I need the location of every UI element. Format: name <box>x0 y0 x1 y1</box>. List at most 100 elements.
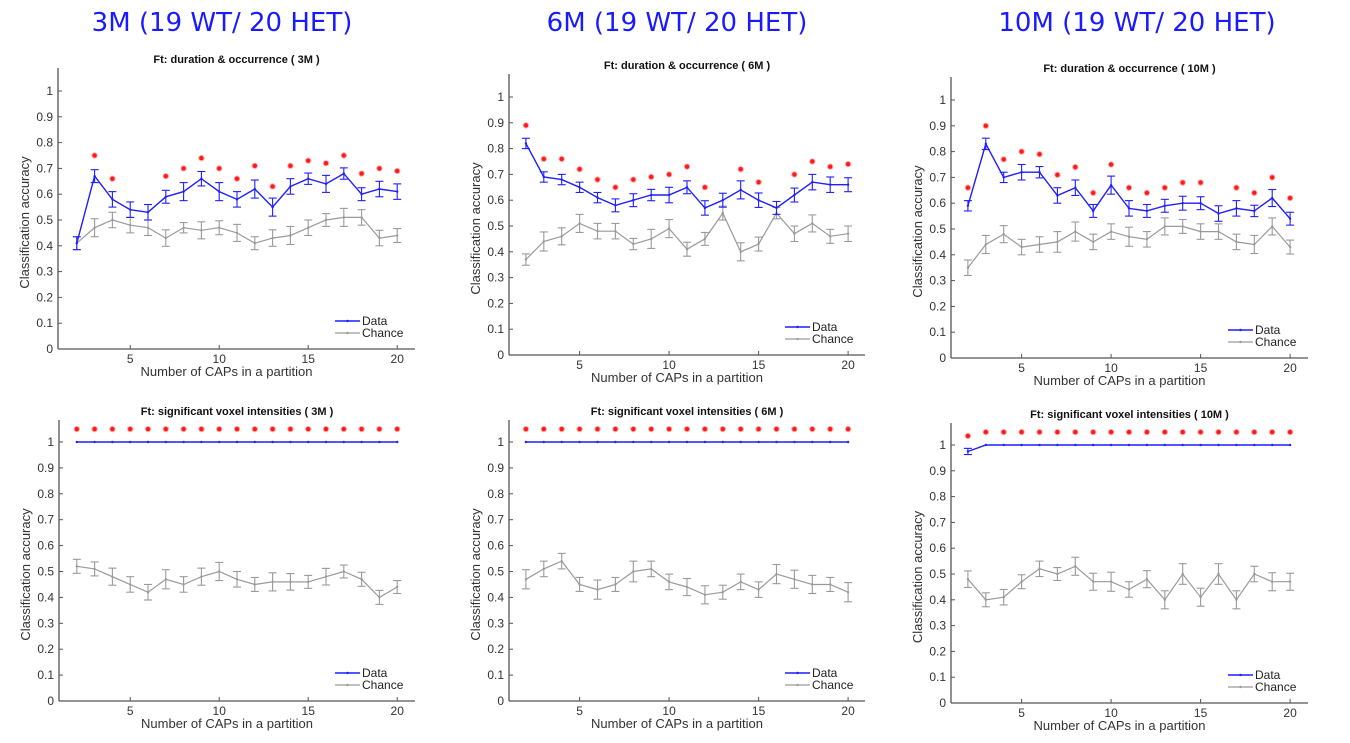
data-point <box>182 226 185 229</box>
significance-star <box>1252 429 1257 435</box>
legend-label-data: Data <box>1255 668 1281 682</box>
legend-label-chance: Chance <box>812 678 854 692</box>
data-point <box>129 440 132 444</box>
y-tick-label: 0.1 <box>929 670 946 684</box>
y-tick-label: 0.3 <box>36 265 53 279</box>
legend-marker-data <box>1239 328 1242 332</box>
data-point <box>235 578 239 581</box>
significance-star <box>234 176 240 181</box>
y-axis-label: Classification accuracy <box>468 508 483 641</box>
data-point <box>342 172 345 175</box>
data-point <box>966 450 970 453</box>
significance-star <box>1019 149 1024 154</box>
data-point <box>1163 443 1167 447</box>
significance-star <box>631 177 636 182</box>
y-tick-label: 0.4 <box>929 248 946 262</box>
series-chance <box>521 205 853 266</box>
data-point <box>667 440 671 444</box>
significance-star <box>323 426 329 432</box>
data-point <box>685 440 689 444</box>
significance-star <box>1162 185 1168 190</box>
x-axis-label: Number of CAPs in a partition <box>591 716 763 731</box>
significance-star <box>1270 175 1275 180</box>
significance-star <box>965 185 971 190</box>
legend-label-data: Data <box>812 320 838 334</box>
chart-title: Ft: duration & occurrence ( 6M ) <box>604 60 771 72</box>
significance-star <box>377 166 382 171</box>
x-tick-label: 10 <box>662 704 676 718</box>
significance-star <box>792 426 797 432</box>
y-tick-label: 0.6 <box>929 196 946 210</box>
data-point <box>793 578 796 581</box>
x-tick-label: 10 <box>662 358 676 372</box>
data-point <box>182 190 185 193</box>
y-tick-label: 0.3 <box>37 616 54 630</box>
significance-star <box>756 179 761 185</box>
data-point <box>1020 245 1023 249</box>
y-tick-label: 0.1 <box>36 316 53 330</box>
data-point <box>1288 580 1292 583</box>
data-point <box>757 588 760 591</box>
data-point <box>1253 243 1256 246</box>
y-axis-label: Classification accuracy <box>17 156 32 289</box>
significance-markers <box>522 425 852 433</box>
data-point <box>1235 207 1238 210</box>
data-point <box>524 142 528 145</box>
data-point <box>378 440 381 444</box>
data-point <box>596 196 599 199</box>
data-point <box>1127 207 1131 210</box>
y-tick-label: 0.5 <box>929 222 946 236</box>
significance-star <box>1126 185 1132 190</box>
data-point <box>218 190 221 193</box>
data-point <box>200 440 203 444</box>
data-point <box>1199 230 1202 233</box>
data-point <box>1271 225 1274 228</box>
data-point <box>271 205 274 209</box>
y-tick-label: 0.9 <box>487 116 504 130</box>
data-point <box>1038 243 1041 246</box>
significance-star <box>541 426 546 432</box>
significance-star <box>1287 429 1293 435</box>
data-point <box>775 440 778 444</box>
x-axis-label: Number of CAPs in a partition <box>141 716 313 731</box>
y-tick-label: 0.3 <box>929 619 946 633</box>
y-tick-label: 0.2 <box>37 642 54 656</box>
data-point <box>829 440 832 444</box>
data-point <box>111 198 114 201</box>
data-point <box>1074 565 1077 568</box>
data-point <box>1199 443 1202 447</box>
series-chance <box>72 558 402 605</box>
data-point <box>846 232 850 235</box>
data-point <box>1235 240 1238 244</box>
header-6m: 6M (19 WT/ 20 HET) <box>546 8 808 38</box>
y-tick-label: 0 <box>46 342 53 356</box>
data-point <box>146 226 150 229</box>
header-3m: 3M (19 WT/ 20 HET) <box>91 8 353 38</box>
data-point <box>1056 443 1059 447</box>
significance-star <box>631 426 636 432</box>
significance-star <box>145 426 151 432</box>
data-point <box>703 593 707 597</box>
data-point <box>984 243 987 246</box>
y-tick-label: 0.8 <box>36 136 53 150</box>
y-tick-label: 0.7 <box>929 170 946 184</box>
legend-label-data: Data <box>362 666 388 680</box>
significance-star <box>128 426 133 432</box>
data-point <box>93 440 96 444</box>
y-tick-label: 0 <box>497 348 504 362</box>
data-point <box>1145 238 1149 241</box>
y-tick-label: 1 <box>47 435 54 449</box>
data-point <box>721 440 724 444</box>
data-point <box>1056 194 1059 197</box>
data-point <box>578 222 581 225</box>
significance-star <box>613 426 618 432</box>
x-tick-label: 5 <box>576 358 583 372</box>
significance-star <box>395 168 400 174</box>
data-point <box>775 206 778 210</box>
y-tick-label: 0.8 <box>487 142 504 156</box>
chart-title: Ft: significant voxel intensities ( 3M ) <box>141 406 334 418</box>
x-tick-label: 15 <box>302 704 316 718</box>
y-tick-label: 0.4 <box>37 590 54 604</box>
x-tick-label: 10 <box>1104 706 1118 720</box>
